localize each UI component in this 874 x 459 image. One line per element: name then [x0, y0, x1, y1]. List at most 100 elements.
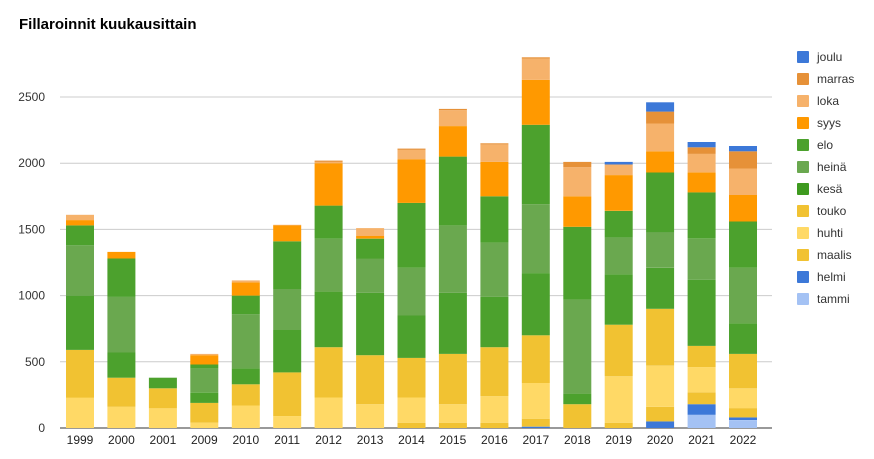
- bar-segment: [190, 402, 219, 423]
- bar-segment: [397, 150, 426, 160]
- bar-segment: [314, 163, 343, 206]
- bar-segment: [190, 392, 219, 403]
- x-tick-label: 2012: [315, 433, 342, 447]
- bar-segment: [480, 296, 509, 348]
- bar-segment: [687, 147, 716, 154]
- bar-segment: [729, 267, 757, 324]
- legend-label: marras: [817, 72, 854, 86]
- bar-segment: [438, 293, 467, 354]
- x-tick-label: 2011: [274, 433, 300, 447]
- legend-swatch: [797, 271, 809, 283]
- legend-label: loka: [817, 94, 839, 108]
- bar-segment: [356, 236, 385, 239]
- bar-segment: [356, 258, 385, 293]
- bar-segment: [521, 273, 550, 336]
- bar-segment: [273, 289, 302, 330]
- bar-segment: [397, 148, 426, 150]
- bar-segment: [480, 242, 509, 297]
- bar-segment: [231, 280, 260, 283]
- legend-label: huhti: [817, 226, 843, 240]
- legend-swatch: [797, 51, 809, 63]
- x-tick-label: 2009: [191, 433, 218, 447]
- bar-segment: [231, 405, 260, 428]
- bar-segment: [148, 388, 177, 409]
- bar-segment: [646, 102, 675, 112]
- chart-title: Fillaroinnit kuukausittain: [19, 16, 197, 33]
- x-tick-label: 1999: [67, 433, 94, 447]
- bar-segment: [521, 57, 550, 59]
- x-tick-label: 2000: [108, 433, 135, 447]
- legend-swatch: [797, 139, 809, 151]
- bar-segment: [107, 251, 136, 259]
- bar-segment: [438, 110, 467, 127]
- legend-label: elo: [817, 138, 833, 152]
- x-tick-label: 2018: [564, 433, 591, 447]
- bar-segment: [687, 238, 716, 280]
- bar-segment: [438, 126, 467, 157]
- x-tick-label: 2021: [688, 433, 715, 447]
- bar-segment: [604, 324, 633, 377]
- bar-segment: [563, 404, 592, 428]
- bar-segment: [190, 422, 219, 428]
- bar-segment: [687, 153, 716, 173]
- y-tick-label: 1000: [18, 289, 45, 303]
- bar-segment: [273, 241, 302, 289]
- bar-segment: [563, 299, 592, 394]
- bar-segment: [604, 210, 633, 238]
- x-tick-label: 2020: [647, 433, 674, 447]
- bar-segment: [314, 160, 343, 162]
- y-tick-label: 1500: [18, 222, 45, 236]
- bar-segment: [646, 123, 675, 152]
- bar-segment: [480, 396, 509, 423]
- bar-segment: [66, 245, 94, 296]
- bar-segment: [729, 195, 757, 222]
- legend-swatch: [797, 205, 809, 217]
- bar-segment: [687, 367, 716, 393]
- bar-segment: [729, 168, 757, 195]
- legend-swatch: [797, 161, 809, 173]
- bar-segment: [231, 295, 260, 315]
- bar-segment: [356, 355, 385, 405]
- bar-segment: [314, 205, 343, 239]
- bar-segment: [687, 414, 716, 428]
- bar-segment: [563, 196, 592, 227]
- bar-segment: [563, 393, 592, 405]
- x-tick-label: 2016: [481, 433, 508, 447]
- legend-label: helmi: [817, 270, 846, 284]
- x-tick-label: 2010: [232, 433, 259, 447]
- bar-segment: [356, 293, 385, 356]
- bar-segment: [480, 196, 509, 243]
- x-tick-label: 2022: [730, 433, 757, 447]
- bar-segment: [438, 404, 467, 423]
- bar-segment: [521, 426, 550, 428]
- legend-label: syys: [817, 116, 841, 130]
- bar-segment: [273, 330, 302, 373]
- bar-segment: [646, 267, 675, 309]
- legend-label: heinä: [817, 160, 847, 174]
- bar-segment: [397, 315, 426, 358]
- bar-segment: [107, 296, 136, 353]
- y-tick-label: 0: [38, 421, 45, 435]
- legend-label: joulu: [816, 50, 842, 64]
- bar-segment: [604, 422, 633, 428]
- bar-segment: [231, 368, 260, 385]
- bar-segment: [314, 397, 343, 428]
- bar-segment: [314, 291, 343, 348]
- bar-segment: [521, 383, 550, 419]
- bar-segment: [148, 408, 177, 428]
- y-tick-label: 2500: [18, 90, 45, 104]
- bar-segment: [356, 238, 385, 259]
- bar-segment: [604, 161, 633, 165]
- bar-segment: [66, 220, 94, 226]
- bar-segment: [646, 172, 675, 233]
- bar-segment: [356, 404, 385, 428]
- x-tick-label: 2017: [522, 433, 549, 447]
- bar-segment: [646, 111, 675, 124]
- bar-segment: [397, 422, 426, 428]
- bar-segment: [646, 232, 675, 268]
- bar-segment: [604, 237, 633, 275]
- bar-segment: [646, 365, 675, 407]
- bar-segment: [190, 364, 219, 369]
